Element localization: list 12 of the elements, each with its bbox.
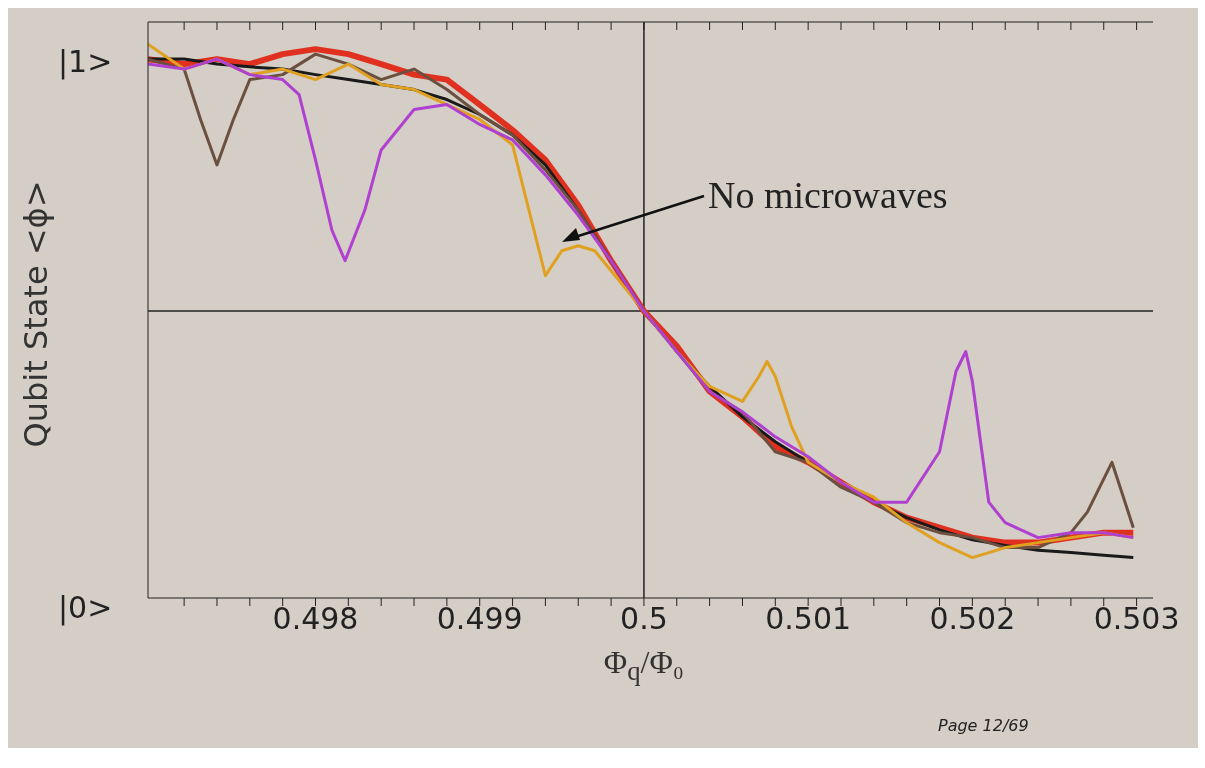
- text: |1>: [58, 44, 113, 79]
- text: |0>: [58, 590, 113, 625]
- x-tick-label: 0.5: [620, 601, 668, 637]
- x-tick-label: 0.501: [765, 601, 852, 637]
- annotation: No microwaves: [708, 173, 948, 217]
- x-tick-label: 0.499: [436, 601, 523, 637]
- x-tick-label: 0.502: [929, 601, 1016, 637]
- x-tick-label: 0.503: [1093, 601, 1180, 637]
- y-axis-title: Qubit State <ϕ>: [17, 180, 55, 448]
- x-tick-label: 0.498: [272, 601, 359, 637]
- x-axis-title: Φ$_{q}$/Φ₀: [602, 644, 685, 688]
- text: Page 12/69: [938, 716, 1029, 735]
